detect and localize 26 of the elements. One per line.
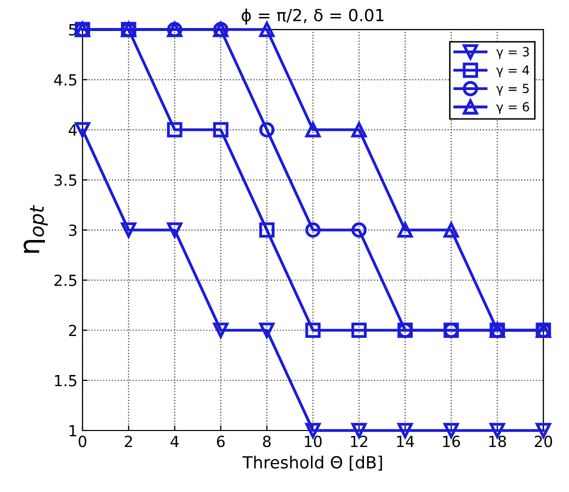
x-tick-label: 12: [350, 436, 368, 447]
x-tick-label: 8: [263, 436, 271, 448]
x-tick-label: 18: [489, 436, 506, 448]
legend-label: γ = 6: [496, 102, 530, 114]
x-tick-label: 10: [304, 436, 322, 448]
y-tick-label: 4: [68, 124, 77, 136]
y-tick-label: 1.5: [55, 375, 76, 386]
y-axis-title: η$_{opt}$: [24, 204, 48, 253]
y-tick-label: 3: [69, 224, 76, 236]
x-axis-title: Threshold Θ [dB]: [242, 456, 382, 471]
x-tick-label: 2: [124, 436, 132, 447]
legend-label: γ = 4: [496, 66, 530, 78]
y-tick-label: 2: [69, 324, 76, 336]
legend-label: γ = 3: [496, 47, 529, 59]
y-tick-label: 1: [70, 425, 76, 436]
legend-label: γ = 5: [496, 84, 529, 96]
y-tick-label: 4.5: [54, 74, 76, 86]
x-tick-label: 16: [443, 436, 460, 448]
y-tick-label: 3.5: [54, 174, 76, 186]
x-tick-label: 14: [397, 436, 414, 447]
chart-title: ϕ = π/2, δ = 0.01: [242, 8, 384, 25]
y-tick-label: 2.5: [54, 274, 76, 286]
x-tick-label: 0: [78, 436, 86, 448]
x-tick-label: 20: [534, 436, 552, 448]
x-tick-label: 6: [216, 436, 225, 448]
x-tick-label: 4: [170, 436, 179, 447]
